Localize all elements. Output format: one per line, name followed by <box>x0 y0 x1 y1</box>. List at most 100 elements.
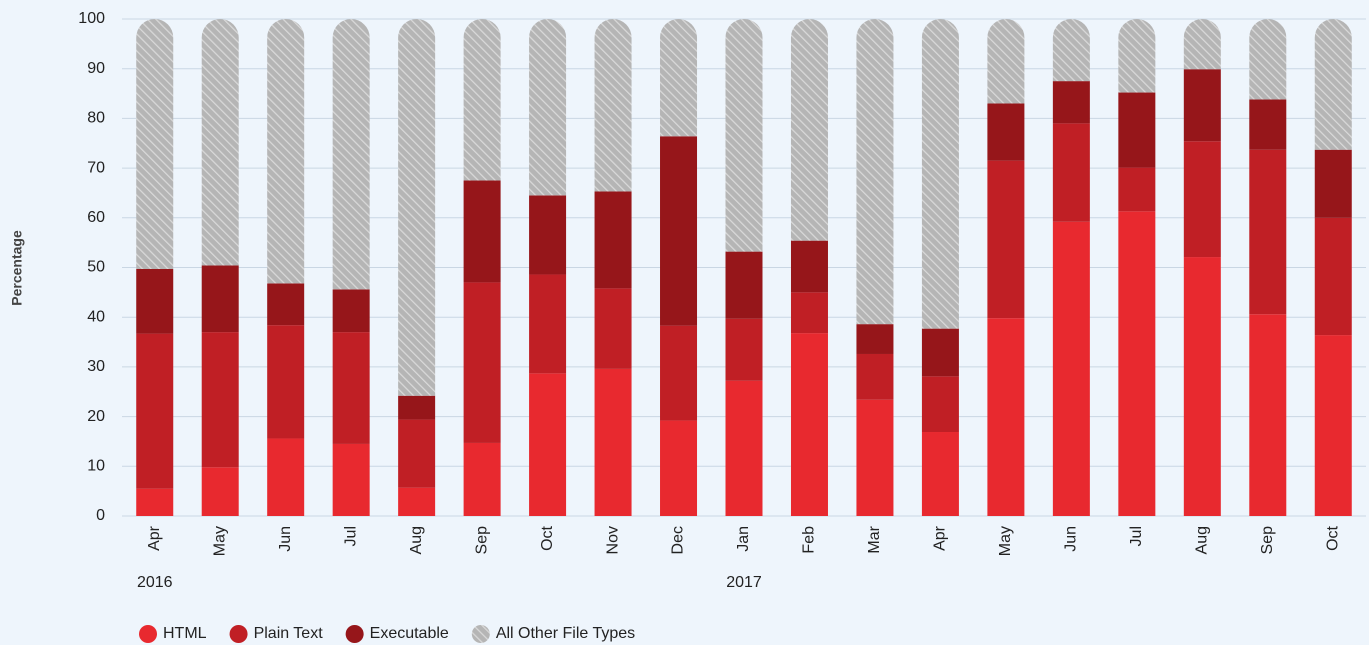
year-label: 2016 <box>137 574 173 591</box>
bar-segment <box>1118 167 1156 212</box>
bar-segment <box>856 324 894 354</box>
bar-segment <box>1314 149 1352 218</box>
bar-segment <box>660 136 698 326</box>
bar-segment <box>1183 141 1221 258</box>
x-tick-label: May <box>211 526 228 556</box>
bar-segment <box>921 376 959 433</box>
legend-marker <box>345 625 364 643</box>
x-tick-label: Apr <box>932 525 949 551</box>
bar-segment <box>267 19 305 284</box>
year-label: 2017 <box>726 574 762 591</box>
bar-segment <box>267 283 305 326</box>
bar-segment <box>398 487 436 516</box>
x-tick-label: Jun <box>1063 526 1080 552</box>
bar-segment <box>136 268 174 334</box>
legend-marker <box>139 625 157 643</box>
bar-segment <box>201 19 239 266</box>
bar-segment <box>660 420 698 516</box>
y-tick-label: 100 <box>78 10 105 27</box>
x-tick-label: May <box>997 526 1014 556</box>
bar-segment <box>594 288 632 369</box>
bar-segment <box>790 19 828 241</box>
x-tick-label: Jun <box>277 526 294 552</box>
bar-segment <box>1183 19 1221 70</box>
bar-segment <box>594 19 632 192</box>
bar-segment <box>529 195 567 275</box>
x-tick-label: Feb <box>801 526 818 554</box>
bar-segment <box>1314 217 1352 336</box>
bar-segment <box>201 265 239 333</box>
bar-segment <box>790 292 828 334</box>
bar-segment <box>856 19 894 325</box>
bar-segment <box>594 368 632 516</box>
bar-segment <box>463 19 501 181</box>
legend-label: All Other File Types <box>496 625 635 642</box>
bar-segment <box>1052 221 1090 516</box>
bar-segment <box>398 395 436 420</box>
y-tick-label: 60 <box>87 209 105 226</box>
y-tick-label: 40 <box>87 308 105 325</box>
bar-segment <box>594 191 632 289</box>
bar-segment <box>463 442 501 516</box>
bar-segment <box>856 399 894 516</box>
x-tick-label: Jul <box>342 526 359 546</box>
bar-segment <box>1249 314 1287 516</box>
bar-segment <box>1249 149 1287 315</box>
bar-segment <box>987 103 1025 161</box>
bar-segment <box>725 318 763 381</box>
x-tick-label: Dec <box>670 526 687 554</box>
y-tick-label: 50 <box>87 259 105 276</box>
bar-segment <box>987 318 1025 516</box>
bar-segment <box>1118 211 1156 517</box>
x-tick-label: Aug <box>408 526 425 554</box>
bar-segment <box>790 240 828 293</box>
bar-segment <box>987 160 1025 319</box>
x-tick-label: Nov <box>604 526 621 554</box>
bar-segment <box>660 19 698 137</box>
y-tick-label: 20 <box>87 408 105 425</box>
x-tick-label: Oct <box>539 525 556 550</box>
y-axis-title: Percentage <box>9 230 25 306</box>
bar-segment <box>725 380 763 516</box>
bar-segment <box>136 333 174 489</box>
bar-segment <box>136 488 174 516</box>
bar-segment <box>1314 335 1352 516</box>
y-tick-label: 90 <box>87 60 105 77</box>
bar-segment <box>529 274 567 374</box>
bar-segment <box>1052 19 1090 82</box>
bar-segment <box>921 328 959 377</box>
bar-segment <box>921 432 959 516</box>
bar-segment <box>267 325 305 439</box>
bar-segment <box>332 289 370 333</box>
bar-segment <box>1249 99 1287 150</box>
bar-segment <box>136 19 174 269</box>
bar-segment <box>201 332 239 468</box>
bar-segment <box>201 467 239 516</box>
bar-segment <box>398 419 436 488</box>
bar-segment <box>1118 19 1156 93</box>
bar-segment <box>267 438 305 516</box>
bar-segment <box>463 180 501 283</box>
bar-segment <box>463 282 501 443</box>
y-tick-label: 80 <box>87 110 105 127</box>
legend-label: Executable <box>370 625 449 642</box>
y-tick-label: 0 <box>96 507 105 524</box>
bar-segment <box>332 332 370 444</box>
x-tick-label: Sep <box>473 526 490 555</box>
bar-segment <box>1183 257 1221 516</box>
legend-marker <box>229 625 248 643</box>
bar-segment <box>1052 123 1090 222</box>
y-tick-label: 70 <box>87 159 105 176</box>
x-tick-label: Jan <box>735 526 752 552</box>
x-tick-label: Sep <box>1259 526 1276 555</box>
x-tick-label: Jul <box>1128 526 1145 546</box>
bar-segment <box>332 443 370 516</box>
x-tick-label: Oct <box>1324 525 1341 550</box>
bar-segment <box>332 19 370 290</box>
bar-segment <box>398 19 436 396</box>
bar-segment <box>790 333 828 516</box>
bar-segment <box>1118 92 1156 168</box>
bar-segment <box>725 19 763 252</box>
bar-segment <box>529 19 567 196</box>
bar-segment <box>1249 19 1287 100</box>
